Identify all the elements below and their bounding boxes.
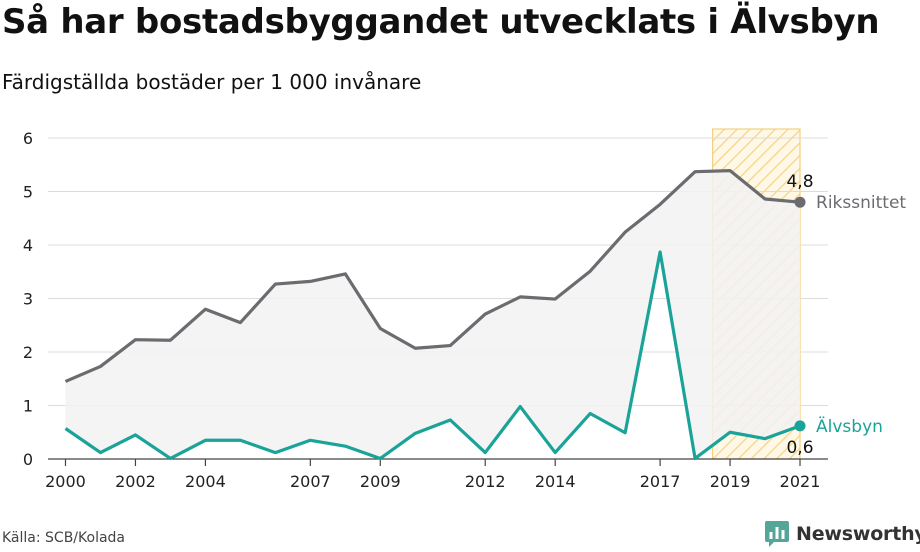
y-tick-label: 6: [23, 129, 33, 148]
y-tick-label: 3: [23, 290, 33, 309]
source-note: Källa: SCB/Kolada: [2, 530, 126, 546]
brand-logo: Newsworthy: [764, 520, 920, 548]
series-end-point: [794, 420, 806, 432]
series-line: [64, 169, 801, 383]
series-end-point: [794, 196, 806, 208]
x-tick-label: 2014: [535, 472, 576, 491]
x-tick-label: 2017: [640, 472, 681, 491]
series-name-label: Älvsbyn: [816, 416, 883, 437]
x-tick-label: 2002: [115, 472, 156, 491]
x-tick-label: 2021: [780, 472, 821, 491]
chart-title: Så har bostadsbyggandet utvecklats i Älv…: [2, 2, 880, 42]
x-tick-label: 2012: [465, 472, 506, 491]
data-label: 4,8: [786, 172, 813, 192]
x-tick-label: 2004: [185, 472, 226, 491]
gap-area: [65, 170, 801, 459]
y-tick-label: 5: [23, 183, 33, 202]
chart-subtitle: Färdigställda bostäder per 1 000 invånar…: [2, 70, 422, 94]
y-tick-label: 2: [23, 343, 33, 362]
data-label: 0,6: [786, 438, 813, 458]
x-tick-label: 2019: [710, 472, 751, 491]
series-name-label: Rikssnittet: [816, 193, 906, 213]
y-tick-label: 4: [23, 236, 33, 255]
brand-name: Newsworthy: [796, 523, 920, 545]
y-tick-label: 0: [23, 450, 33, 469]
series-line: [64, 250, 801, 461]
x-tick-label: 2000: [45, 472, 86, 491]
x-tick-label: 2009: [360, 472, 401, 491]
chart-bubble-icon: [765, 521, 789, 547]
y-tick-label: 1: [23, 397, 33, 416]
x-tick-label: 2007: [290, 472, 331, 491]
